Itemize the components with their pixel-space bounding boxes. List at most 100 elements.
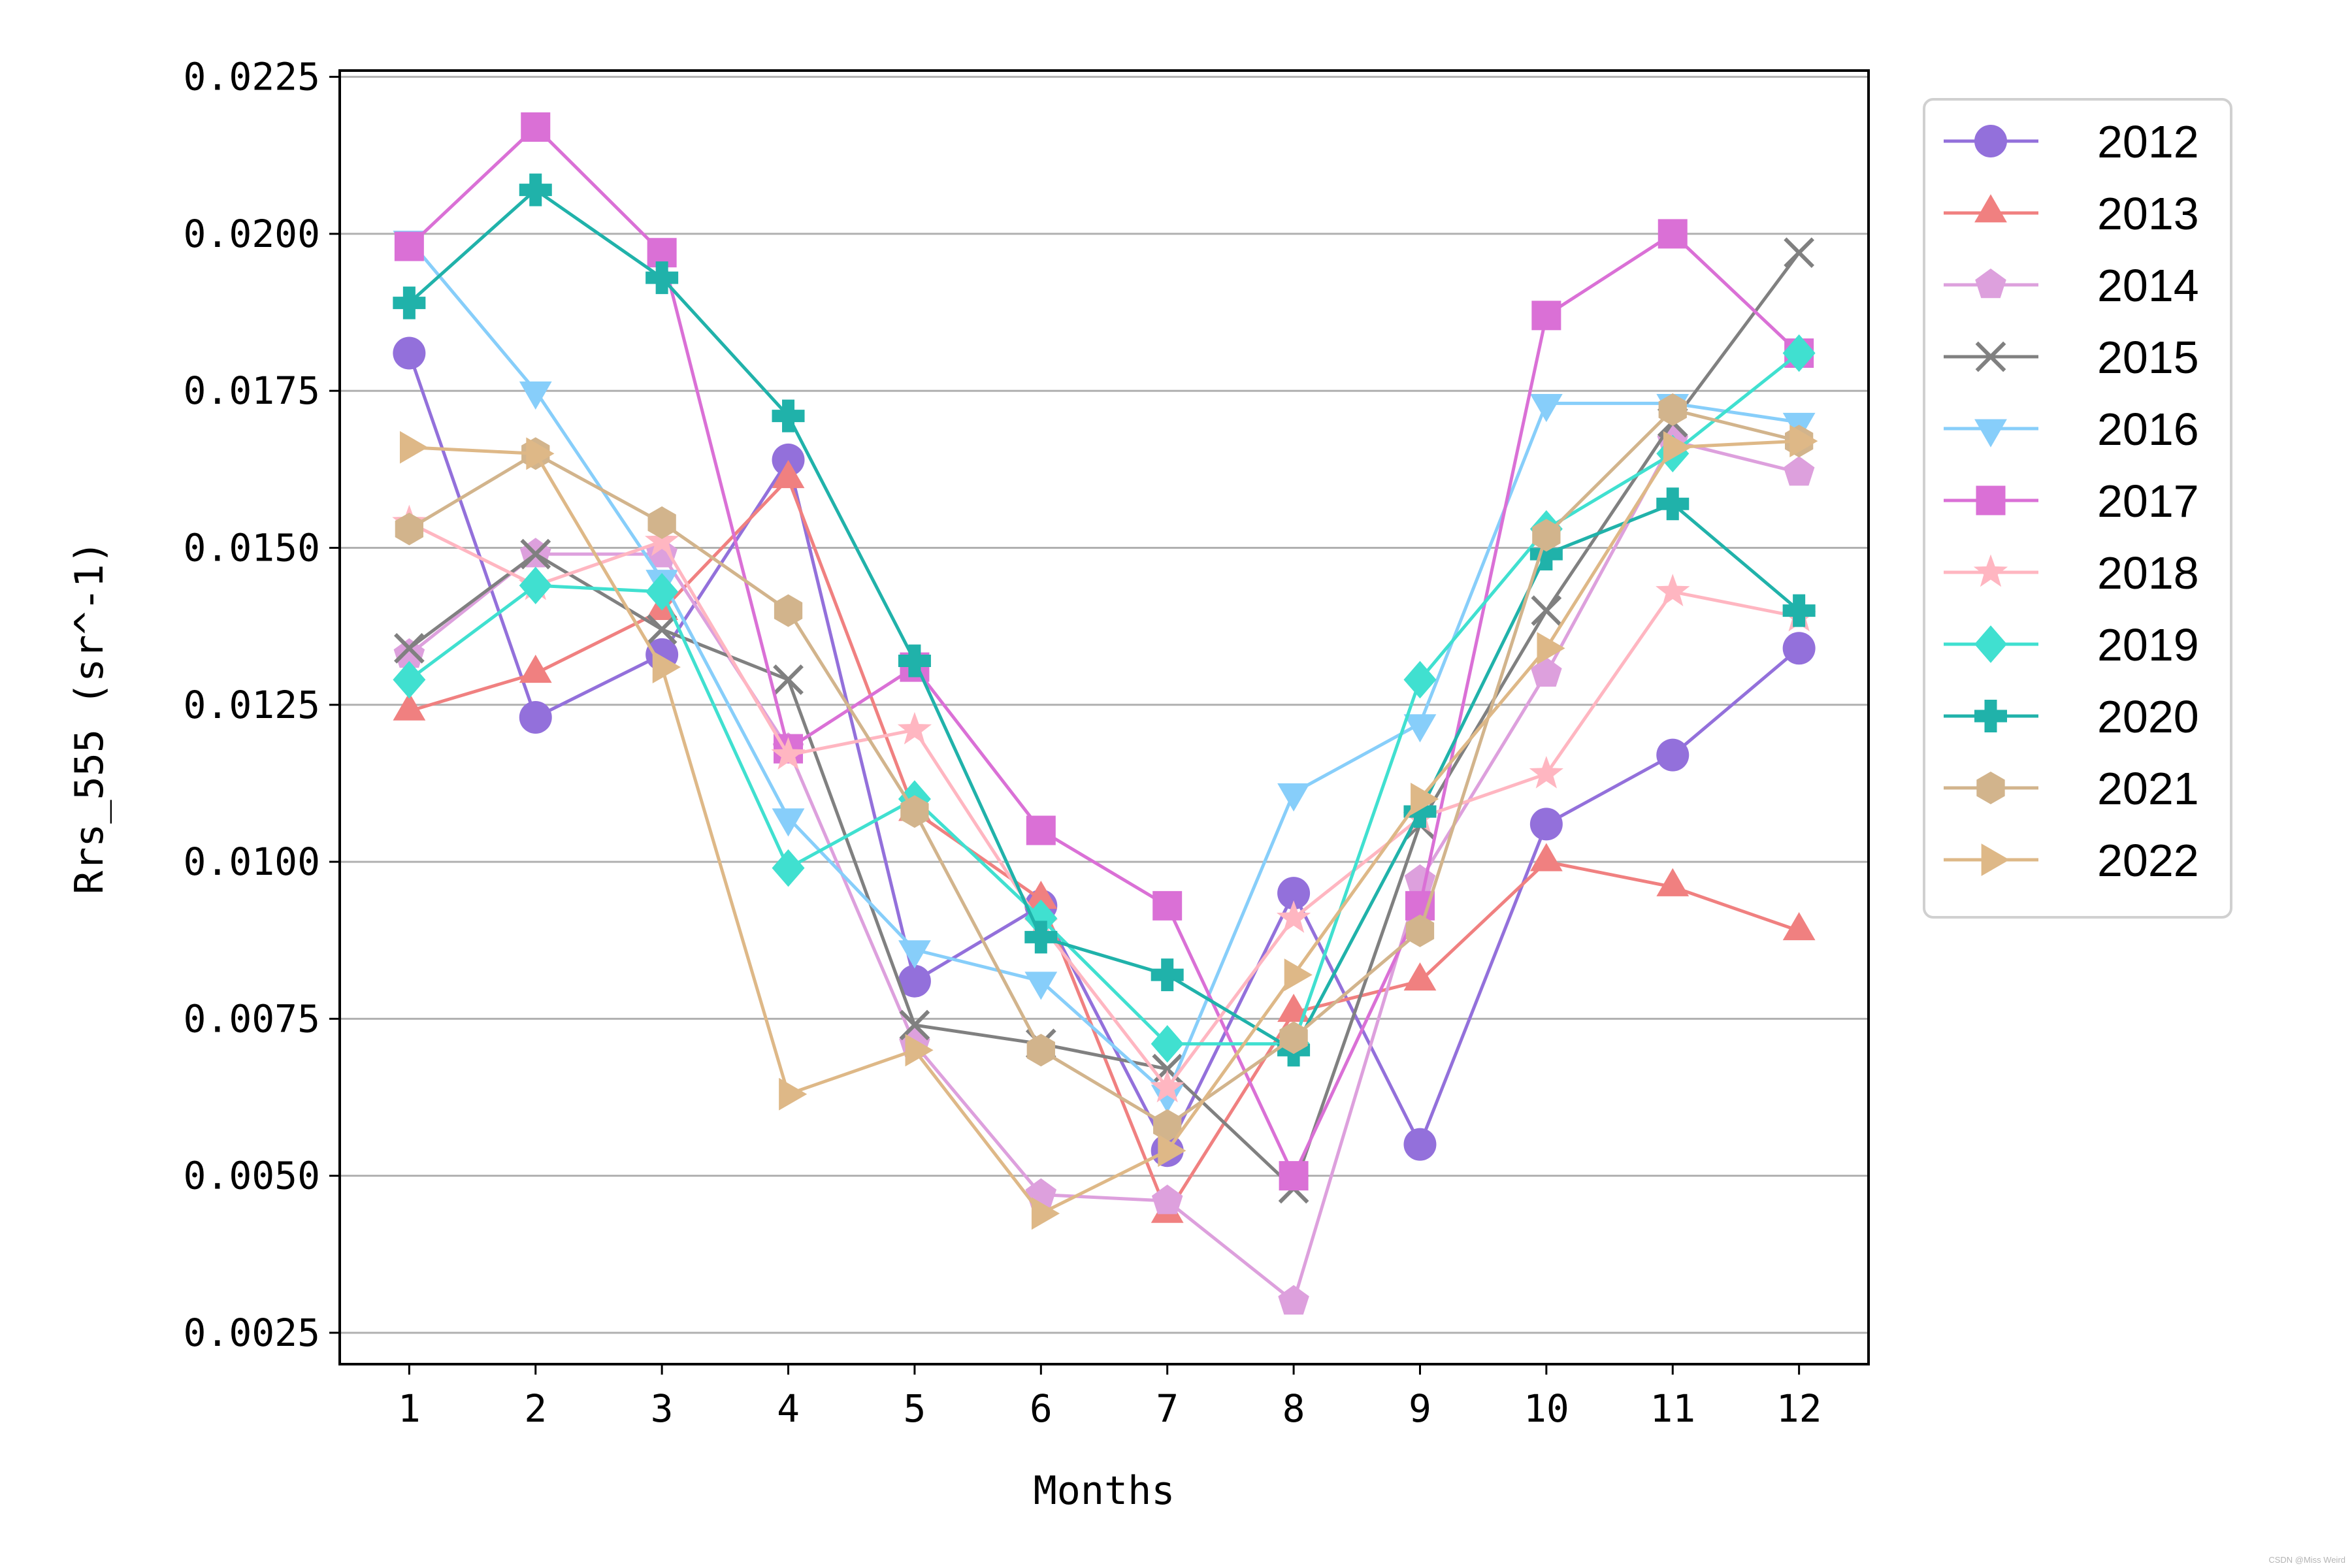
y-tick-label: 0.0075 xyxy=(183,996,320,1041)
data-point-marker xyxy=(1782,912,1816,941)
y-tick-label: 0.0150 xyxy=(183,525,320,570)
data-point-marker xyxy=(1153,1109,1182,1142)
data-point-marker xyxy=(1403,795,1437,828)
y-tick-label: 0.0100 xyxy=(183,840,320,884)
data-point-marker xyxy=(1279,1021,1308,1054)
data-point-marker xyxy=(645,261,679,295)
series-2015 xyxy=(393,237,1815,1204)
series-line xyxy=(408,521,1800,1090)
data-point-marker xyxy=(1981,843,2010,876)
legend-item-2018: 2018 xyxy=(1944,547,2199,598)
data-point-marker xyxy=(1658,393,1687,427)
data-point-marker xyxy=(1026,815,1056,845)
data-point-marker xyxy=(1150,1070,1184,1103)
data-point-marker xyxy=(1279,1161,1309,1191)
legend-label: 2014 xyxy=(2097,260,2199,311)
data-point-marker xyxy=(399,431,429,464)
data-point-marker xyxy=(1658,219,1688,249)
series-2012 xyxy=(393,336,1816,1168)
data-point-marker xyxy=(393,661,426,699)
data-point-marker xyxy=(520,538,551,570)
legend-label: 2019 xyxy=(2097,619,2199,670)
data-point-marker xyxy=(393,286,426,319)
data-point-marker xyxy=(1974,125,2007,157)
legend-label: 2012 xyxy=(2097,116,2199,167)
data-point-marker xyxy=(1663,431,1691,464)
data-point-marker xyxy=(1278,1284,1309,1315)
data-point-marker xyxy=(1151,1025,1184,1063)
data-point-marker xyxy=(1532,519,1561,552)
x-tick-label: 3 xyxy=(651,1386,674,1431)
legend-item-2020: 2020 xyxy=(1944,691,2199,742)
legend-label: 2015 xyxy=(2097,332,2199,383)
data-point-marker xyxy=(1656,868,1690,896)
data-point-marker xyxy=(1537,632,1565,665)
data-point-marker xyxy=(393,692,426,721)
data-point-marker xyxy=(526,437,555,470)
data-point-marker xyxy=(1976,485,2006,515)
data-point-marker xyxy=(393,336,426,370)
legend-label: 2017 xyxy=(2097,476,2199,527)
legend-label: 2018 xyxy=(2097,547,2199,598)
series-2022 xyxy=(399,425,1818,1230)
data-point-marker xyxy=(519,701,552,734)
data-point-marker xyxy=(898,940,931,969)
series-line xyxy=(408,252,1801,1190)
data-point-marker xyxy=(1151,1085,1184,1113)
legend-label: 2013 xyxy=(2097,188,2199,239)
legend: 2012 2013 2014 2015 2016 2017 2018 2019 2020 2021… xyxy=(1923,98,2232,919)
legend-label: 2016 xyxy=(2097,404,2199,455)
x-tick-label: 5 xyxy=(903,1386,926,1431)
data-point-marker xyxy=(774,594,803,627)
series-line xyxy=(408,188,1801,1052)
data-point-marker xyxy=(779,1077,808,1111)
data-point-marker xyxy=(1974,625,2007,663)
plot-area-frame xyxy=(338,69,1870,1365)
legend-label: 2022 xyxy=(2097,835,2199,886)
data-point-marker xyxy=(1531,301,1561,331)
series-line xyxy=(409,439,1799,1215)
series-line xyxy=(408,439,1800,1303)
data-point-marker xyxy=(393,632,425,664)
series-2020 xyxy=(393,173,1816,1067)
data-point-marker xyxy=(1277,877,1311,910)
data-point-marker xyxy=(1529,394,1563,423)
legend-item-2022: 2022 xyxy=(1944,835,2199,886)
data-point-marker xyxy=(519,566,552,604)
series-line xyxy=(408,351,1801,1046)
data-point-marker xyxy=(1782,632,1816,665)
y-axis-title: Rrs_555 (sr^-1) xyxy=(67,540,112,894)
data-point-marker xyxy=(1782,334,1816,372)
series-group xyxy=(392,112,1818,1315)
data-point-marker xyxy=(393,638,425,668)
data-point-marker xyxy=(519,381,552,410)
data-point-marker xyxy=(1024,899,1058,938)
data-point-marker xyxy=(519,173,552,206)
legend-label: 2021 xyxy=(2097,763,2199,814)
data-point-marker xyxy=(394,231,424,261)
data-point-marker xyxy=(1031,1197,1060,1230)
y-tick-label: 0.0225 xyxy=(183,55,320,99)
x-tick-label: 11 xyxy=(1650,1386,1695,1431)
data-point-marker xyxy=(645,573,679,611)
data-point-marker xyxy=(1531,595,1562,626)
series-line xyxy=(408,125,1801,1178)
legend-item-2012: 2012 xyxy=(1944,116,2199,167)
data-point-marker xyxy=(1975,341,2006,372)
data-point-marker xyxy=(1405,914,1435,947)
y-tick-label: 0.0175 xyxy=(183,368,320,413)
data-point-marker xyxy=(1024,921,1058,954)
data-point-marker xyxy=(1975,269,2006,299)
data-point-marker xyxy=(773,664,804,695)
data-point-marker xyxy=(1976,772,2005,804)
x-tick-label: 1 xyxy=(398,1386,421,1431)
x-tick-label: 2 xyxy=(524,1386,547,1431)
data-point-marker xyxy=(772,460,805,489)
data-point-marker xyxy=(1026,1034,1055,1067)
data-point-marker xyxy=(898,964,931,998)
y-tick-label: 0.0050 xyxy=(183,1154,320,1198)
x-tick-label: 12 xyxy=(1776,1386,1822,1431)
data-point-marker xyxy=(521,112,551,142)
data-point-marker xyxy=(1403,1128,1437,1161)
grid-lines xyxy=(340,76,1869,1334)
